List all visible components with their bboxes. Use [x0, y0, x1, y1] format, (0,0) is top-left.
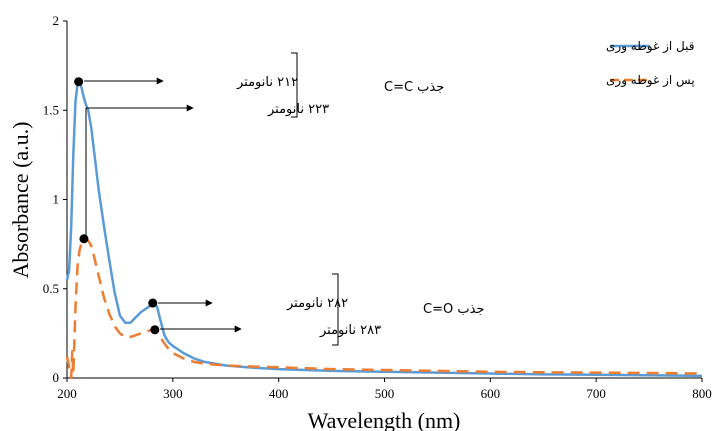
y-tick-labels: 0 0.5 1 1.5 2	[43, 13, 67, 385]
series-layer	[65, 80, 703, 380]
cc-bracket	[291, 52, 298, 118]
co-group-label: جذب C=O	[423, 302, 484, 317]
annotation-283nm-marker	[150, 325, 160, 335]
x-tick-label: 600	[481, 386, 501, 401]
x-tick-label: 200	[57, 386, 77, 401]
series-after-immersion-line	[65, 237, 703, 380]
legend-label-before: قبل از غوطه وری	[606, 39, 694, 54]
x-tick-labels: 200 300 400 500 600 700 800	[57, 378, 712, 401]
y-tick-label: 2	[53, 13, 60, 28]
annotation-212nm-marker	[74, 77, 84, 87]
y-axis-title: Absorbance (a.u.)	[8, 122, 33, 279]
annotation-282nm-text: ۲۸۲ نانومتر	[286, 296, 348, 311]
annotation-282nm-marker	[148, 298, 158, 308]
annotation-223nm-marker	[79, 234, 89, 244]
y-tick-label: 0	[53, 370, 60, 385]
x-tick-label: 800	[692, 386, 712, 401]
y-tick-label: 1.5	[43, 102, 59, 117]
annotation-graphics	[84, 52, 339, 346]
legend-label-after: پس از غوطه وری	[606, 73, 695, 88]
x-axis-title: Wavelength (nm)	[308, 408, 461, 431]
annotation-223nm-text: ۲۲۳ نانومتر	[267, 102, 329, 117]
x-tick-label: 400	[269, 386, 289, 401]
annotation-212nm-text: ۲۱۲ نانومتر	[236, 75, 298, 90]
legend: قبل از غوطه وری پس از غوطه وری	[606, 39, 695, 88]
x-tick-label: 500	[375, 386, 395, 401]
series-before-immersion-line	[65, 80, 703, 378]
x-tick-label: 300	[163, 386, 183, 401]
y-tick-label: 1	[53, 192, 60, 207]
cc-group-label: جذب C=C	[384, 80, 444, 95]
annotation-283nm-text: ۲۸۳ نانومتر	[319, 323, 381, 338]
co-bracket	[332, 273, 339, 346]
y-tick-label: 0.5	[43, 281, 59, 296]
annotation-markers	[74, 77, 160, 335]
x-tick-label: 700	[586, 386, 606, 401]
